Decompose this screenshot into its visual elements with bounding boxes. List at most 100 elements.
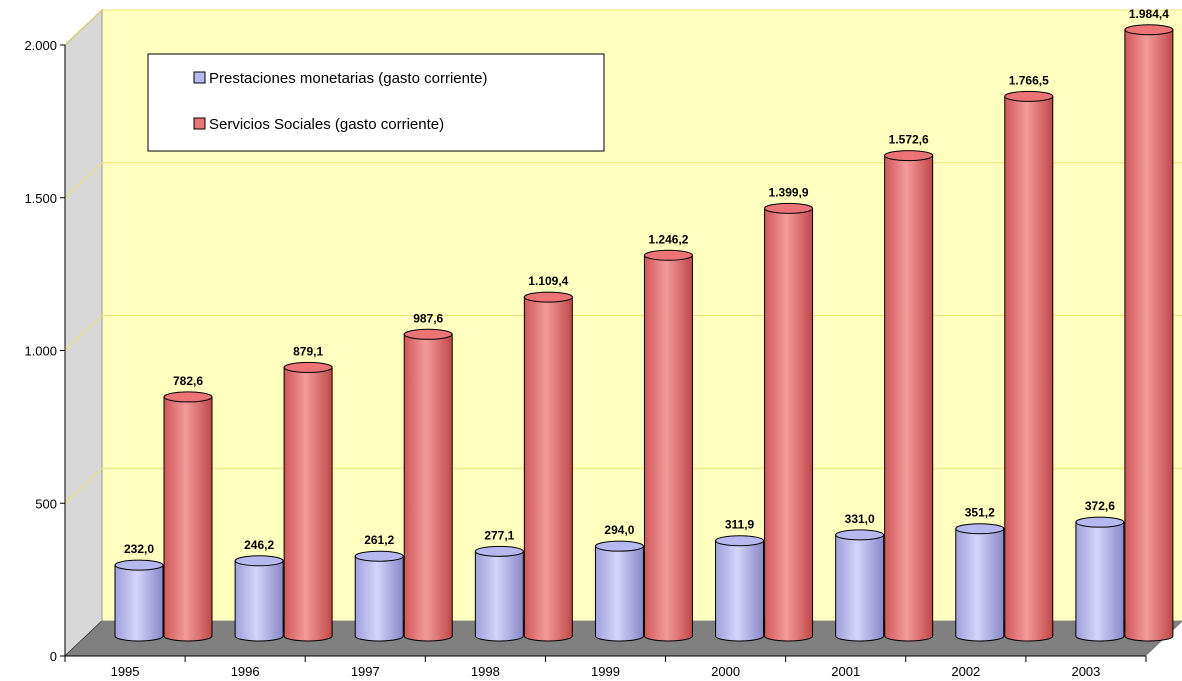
y-tick-label: 1.500	[24, 191, 57, 206]
data-label: 277,1	[484, 528, 514, 542]
bar-prestaciones	[835, 529, 885, 642]
legend-swatch-1	[193, 117, 206, 130]
bar-body	[1075, 521, 1125, 642]
bar-prestaciones	[234, 555, 284, 642]
bar-cap	[403, 328, 453, 340]
bar-prestaciones	[955, 523, 1005, 642]
bar-cap	[594, 540, 644, 552]
bar-body	[715, 540, 765, 642]
x-tick-label: 1999	[591, 664, 620, 679]
bar-servicios	[884, 150, 934, 642]
x-tick-label: 2000	[711, 664, 740, 679]
data-label: 232,0	[124, 542, 154, 556]
x-axis-ticks: 1995 1996 1997 1998 1999 2000 2001 2002 2003	[64, 656, 1147, 679]
legend-label-0: Prestaciones monetarias (gasto corriente…	[209, 70, 487, 87]
bar-body	[523, 296, 573, 642]
bar-servicios	[283, 361, 333, 642]
gridlines	[64, 9, 1182, 504]
bar-servicios	[403, 328, 453, 642]
x-tick-label: 2001	[831, 664, 860, 679]
x-tick-label: 1995	[111, 664, 140, 679]
bars	[114, 24, 1174, 642]
bar-cap	[523, 291, 573, 303]
y-tick-label: 0	[50, 649, 57, 664]
bar-cap	[764, 202, 814, 214]
data-label: 1.984,4	[1129, 7, 1169, 21]
bar-servicios	[643, 249, 693, 642]
data-label: 879,1	[293, 344, 323, 358]
bar-body	[234, 560, 284, 642]
x-tick-label: 2002	[951, 664, 980, 679]
bar-servicios	[764, 202, 814, 642]
bar-prestaciones	[594, 540, 644, 642]
bar-prestaciones	[474, 545, 524, 642]
bar-body	[114, 564, 164, 642]
bar-servicios	[163, 391, 213, 642]
bar-body	[764, 207, 814, 642]
bar-cap	[234, 555, 284, 567]
y-tick-label: 500	[35, 496, 57, 511]
data-label: 351,2	[965, 506, 995, 520]
bar-body	[594, 545, 644, 642]
bar-cap	[1075, 516, 1125, 528]
data-label: 987,6	[413, 311, 443, 325]
bar-cap	[474, 545, 524, 557]
bar-prestaciones	[715, 535, 765, 642]
data-label: 311,9	[725, 518, 755, 532]
x-tick-label: 1996	[231, 664, 260, 679]
gridline-side	[64, 9, 103, 46]
x-tick-label: 2003	[1071, 664, 1100, 679]
bar-cap	[1124, 24, 1174, 36]
legend-label-1: Servicios Sociales (gasto corriente)	[209, 116, 444, 133]
bar-cap	[715, 535, 765, 547]
y-tick-label: 2.000	[24, 38, 57, 53]
data-label: 331,0	[845, 512, 875, 526]
bar-cap	[835, 529, 885, 541]
data-labels: 232,0 782,6 246,2 879,1 261,2 987,6 277,1 1.109…	[124, 7, 1169, 556]
bar-prestaciones	[354, 550, 404, 642]
bar-body	[283, 366, 333, 642]
gridline-side	[64, 162, 103, 199]
data-label: 1.572,6	[889, 133, 929, 147]
bar-cap	[114, 559, 164, 571]
data-label: 294,0	[604, 523, 634, 537]
data-label: 782,6	[173, 374, 203, 388]
bar-servicios	[1004, 90, 1054, 642]
bar-cap	[283, 361, 333, 373]
bar-prestaciones	[114, 559, 164, 642]
data-label: 1.399,9	[769, 185, 809, 199]
data-label: 246,2	[244, 538, 274, 552]
bar-body	[474, 550, 524, 642]
bar-body	[955, 528, 1005, 642]
legend-box	[147, 53, 605, 152]
bar-cap	[955, 523, 1005, 535]
x-tick-label: 1998	[471, 664, 500, 679]
bar-cap	[884, 150, 934, 162]
bar-servicios	[523, 291, 573, 642]
legend-swatch-0	[193, 71, 206, 84]
bar-body	[1124, 29, 1174, 642]
bar-cap	[163, 391, 213, 403]
data-label: 1.766,5	[1009, 73, 1049, 87]
gridline-side	[64, 315, 103, 351]
bar-body	[354, 555, 404, 642]
x-tick-label: 1997	[351, 664, 380, 679]
y-tick-label: 1.000	[24, 344, 57, 359]
bar-body	[403, 333, 453, 642]
bar-servicios	[1124, 24, 1174, 642]
bar-body	[1004, 95, 1054, 642]
bar-cap	[1004, 90, 1054, 102]
bar-body	[884, 155, 934, 642]
bar-body	[163, 396, 213, 642]
y-axis-ticks: 0 500 1.000 1.500 2.000	[24, 38, 65, 664]
bar-prestaciones	[1075, 516, 1125, 642]
data-label: 1.246,2	[648, 232, 688, 246]
bar-body	[643, 254, 693, 642]
data-label: 372,6	[1085, 499, 1115, 513]
gridline-side	[64, 467, 103, 504]
data-label: 1.109,4	[528, 274, 568, 288]
bar-cap	[354, 550, 404, 562]
bar-cap	[643, 249, 693, 261]
bar-body	[835, 534, 885, 642]
